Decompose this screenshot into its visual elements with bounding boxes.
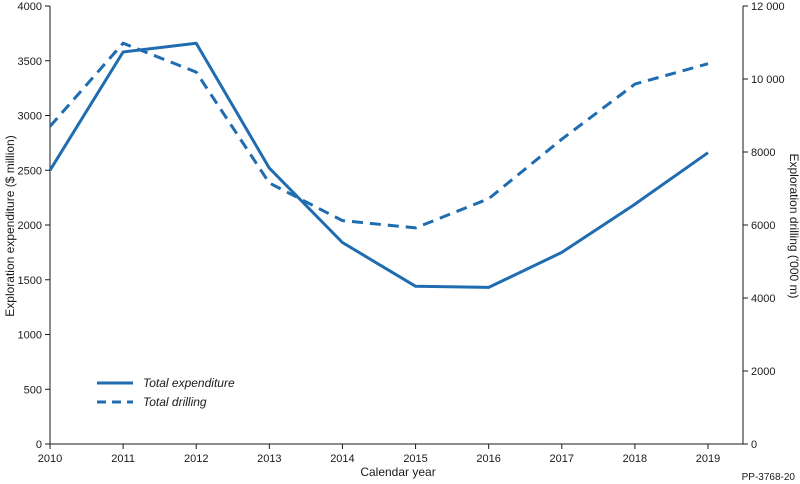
tick-marks [45,5,748,449]
y-tick-label: 1000 [18,330,42,342]
y-axis-title: Exploration expenditure ($ million) [3,135,17,316]
x-tick-label: 2017 [550,453,574,465]
x-tick-label: 2010 [38,453,62,465]
y-tick-label: 2000 [18,220,42,232]
y2-tick-label: 6000 [751,220,775,232]
y-tick-label: 1500 [18,275,42,287]
x-tick-label: 2013 [257,453,281,465]
y-tick-label: 2500 [18,165,42,177]
y-tick-label: 3000 [18,111,42,123]
reference-code: PP-3768-20 [742,472,796,483]
tick-labels: 2010 2011 2012 2013 2014 2015 2016 2017 2018 2019… [18,1,785,465]
x-tick-label: 2014 [330,453,354,465]
x-tick-label: 2012 [184,453,208,465]
x-tick-label: 2018 [623,453,647,465]
y2-axis-title: Exploration drilling ('000 m) [787,153,800,298]
x-tick-label: 2016 [476,453,500,465]
x-tick-label: 2015 [403,453,427,465]
y2-tick-label: 10 000 [751,74,785,86]
series-line-total-expenditure [48,41,709,289]
y-tick-label: 500 [24,384,42,396]
y-tick-label: 4000 [18,1,42,13]
legend-label-total-drilling: Total drilling [143,395,207,409]
series-lines [48,41,709,289]
y2-tick-label: 2000 [751,366,775,378]
x-tick-label: 2019 [696,453,720,465]
legend-label-total-expenditure: Total expenditure [143,376,235,390]
x-axis-title: Calendar year [360,465,435,479]
legend: Total expenditure Total drilling [97,376,235,409]
y2-tick-label: 4000 [751,293,775,305]
y2-tick-label: 12 000 [751,1,785,13]
x-tick-label: 2011 [111,453,135,465]
y-tick-label: 0 [36,439,42,451]
y2-tick-label: 8000 [751,147,775,159]
y-tick-label: 3500 [18,56,42,68]
series-line-total-drilling [48,41,709,230]
y2-tick-label: 0 [751,439,757,451]
